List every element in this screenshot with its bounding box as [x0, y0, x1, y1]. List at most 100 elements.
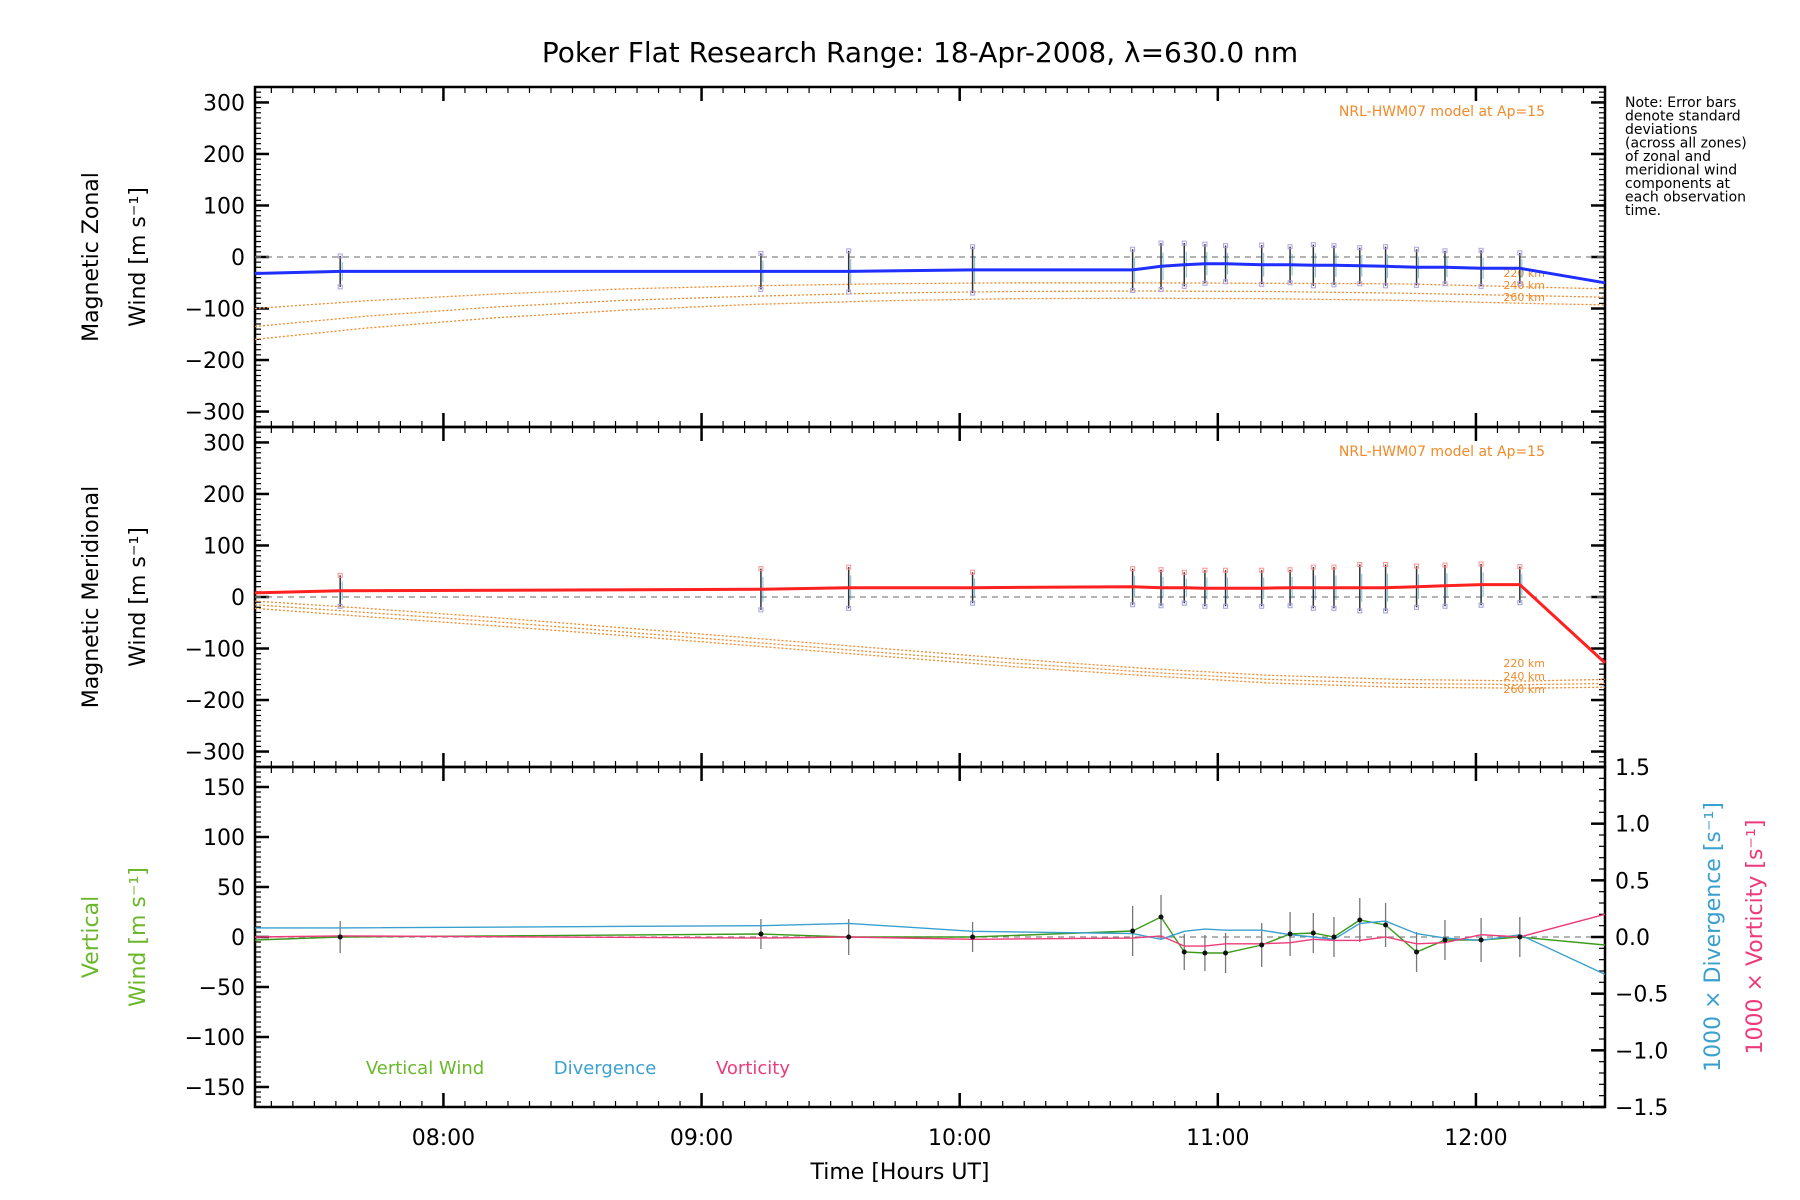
zone-marker	[1478, 602, 1484, 608]
zone-marker	[1181, 283, 1187, 289]
zone-marker	[1223, 243, 1229, 249]
zone-marker	[1223, 603, 1229, 609]
note-line: denote standard	[1625, 109, 1741, 125]
note-line: meridional wind	[1625, 163, 1737, 179]
vertical-wind-line	[254, 916, 1606, 954]
x-tick-label: 12:00	[1444, 1126, 1507, 1151]
vertical-wind-point	[1383, 922, 1389, 928]
vertical-wind-point	[1331, 934, 1337, 940]
right-y-tick-label: −0.5	[1615, 983, 1668, 1008]
legend-item: Vertical Wind	[366, 1058, 484, 1079]
legend-item: Vorticity	[716, 1058, 790, 1079]
y-tick-label: −150	[185, 1076, 245, 1101]
zone-marker	[1517, 600, 1523, 606]
zone-marker	[337, 284, 343, 290]
y-tick-label: 100	[203, 826, 245, 851]
vertical-wind-point	[970, 934, 976, 940]
meridional-wind-line	[254, 583, 1607, 665]
vertical-wind-panel: 150 100 50 0 −50 −100 −150 Vertical Wind [m s⁻¹]…	[79, 756, 1768, 1185]
zone-marker	[1181, 569, 1187, 575]
y-tick-label: 150	[203, 776, 245, 801]
y-tick-label: −300	[185, 741, 245, 766]
y-tick-label: −200	[185, 349, 245, 374]
zone-marker	[1202, 603, 1208, 609]
zone-marker	[1517, 281, 1523, 287]
y-tick-label: −200	[185, 689, 245, 714]
vorticity-line	[254, 913, 1606, 947]
zone-marker	[1202, 241, 1208, 247]
note-line: time.	[1625, 203, 1661, 219]
zone-marker	[1478, 561, 1484, 567]
zone-marker	[337, 572, 343, 578]
zone-marker	[1287, 567, 1293, 573]
altitude-label: 220 km	[1503, 657, 1545, 670]
y-tick-label: 100	[203, 194, 245, 219]
model-label: NRL-HWM07 model at Ap=15	[1339, 444, 1545, 460]
zone-marker	[1287, 603, 1293, 609]
zone-marker	[1158, 603, 1164, 609]
y-tick-label: 200	[203, 143, 245, 168]
y-axis-title: Magnetic Meridional	[79, 486, 104, 708]
zone-marker	[1158, 240, 1164, 246]
zone-marker	[1383, 283, 1389, 289]
right-y-tick-label: −1.5	[1615, 1096, 1668, 1121]
model-curve-240km	[254, 604, 1606, 686]
zone-marker	[1357, 245, 1363, 251]
zone-marker	[1181, 240, 1187, 246]
zone-marker	[1383, 608, 1389, 614]
zone-marker	[1442, 248, 1448, 254]
model-curve-260km	[254, 297, 1606, 341]
model-curve-220km	[254, 282, 1606, 310]
zone-marker	[1383, 562, 1389, 568]
vertical-wind-point	[1478, 937, 1484, 943]
y-tick-label: 100	[203, 534, 245, 559]
y-tick-label: 0	[231, 586, 245, 611]
legend-item: Divergence	[554, 1058, 657, 1079]
y-tick-label: −50	[199, 976, 245, 1001]
y-axis-title: Wind [m s⁻¹]	[126, 527, 151, 667]
zone-marker	[846, 289, 852, 295]
zone-marker	[970, 244, 976, 250]
y-axis-title: Magnetic Zonal	[79, 172, 104, 342]
zone-marker	[1130, 566, 1136, 572]
zone-marker	[758, 607, 764, 613]
model-curve-220km	[254, 600, 1606, 682]
y-axis-title: Vertical	[79, 896, 104, 978]
vertical-wind-point	[1287, 931, 1293, 937]
zone-marker	[1331, 243, 1337, 249]
zone-marker	[1414, 604, 1420, 610]
zone-marker	[1259, 603, 1265, 609]
figure-title: Poker Flat Research Range: 18-Apr-2008, …	[542, 36, 1298, 69]
note-line: each observation	[1625, 190, 1746, 206]
zone-marker	[1223, 567, 1229, 573]
zone-marker	[1414, 282, 1420, 288]
y-tick-label: 300	[203, 431, 245, 456]
vertical-wind-point	[1310, 930, 1316, 936]
model-curve-260km	[254, 607, 1606, 689]
vertical-wind-point	[1223, 950, 1229, 956]
zonal-wind-line	[254, 262, 1606, 285]
y-tick-label: −100	[185, 298, 245, 323]
model-curve-240km	[254, 290, 1606, 328]
altitude-label: 260 km	[1503, 291, 1545, 304]
zone-marker	[1202, 280, 1208, 286]
x-tick-label: 09:00	[670, 1126, 733, 1151]
zone-marker	[1331, 282, 1337, 288]
zone-marker	[970, 290, 976, 296]
zone-marker	[1517, 564, 1523, 570]
zone-marker	[1259, 567, 1265, 573]
zone-marker	[1331, 564, 1337, 570]
altitude-label: 240 km	[1503, 670, 1545, 683]
altitude-label: 260 km	[1503, 683, 1545, 696]
vertical-wind-point	[1442, 937, 1448, 943]
y-axis-title: Wind [m s⁻¹]	[126, 867, 151, 1007]
right-y-tick-label: −1.0	[1615, 1039, 1668, 1064]
x-axis-title: Time [Hours UT]	[810, 1160, 990, 1185]
note-line: deviations	[1625, 122, 1697, 138]
zone-marker	[1287, 280, 1293, 286]
note-line: of zonal and	[1625, 149, 1711, 165]
zone-marker	[1478, 283, 1484, 289]
vertical-wind-point	[1130, 928, 1136, 934]
zone-marker	[1478, 247, 1484, 253]
